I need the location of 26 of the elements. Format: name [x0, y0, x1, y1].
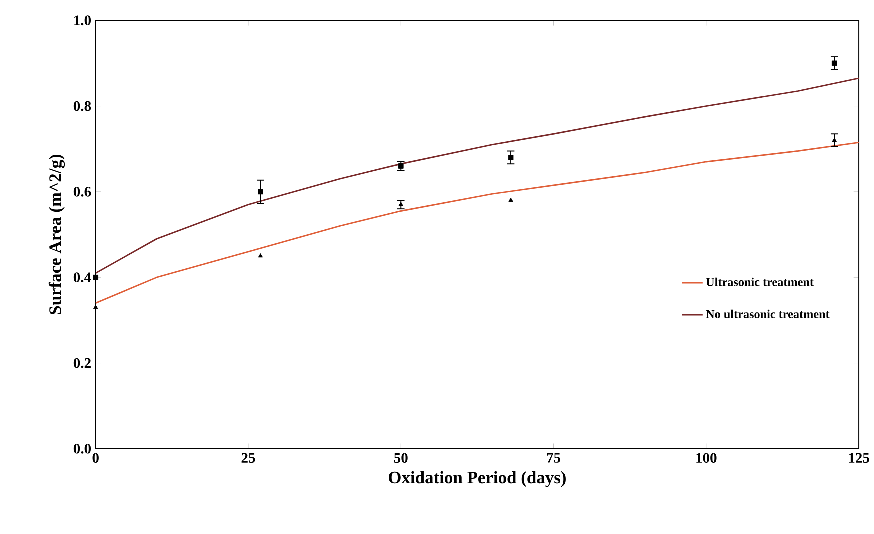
- x-tick-label: 50: [394, 453, 408, 464]
- x-tick-label: 75: [547, 453, 561, 463]
- x-tick-label: 25: [242, 453, 256, 464]
- y-tick-label: 1.0: [74, 16, 92, 26]
- legend-label: No ultrasonic treatment: [706, 310, 830, 319]
- y-tick-label: 0.6: [74, 187, 92, 197]
- x-axis-title: Oxidation Period (days): [389, 471, 566, 488]
- y-axis-title: Surface Area (m^2/g): [48, 155, 66, 315]
- y-tick-label: 0.8: [74, 101, 92, 112]
- x-tick-label: 0: [92, 453, 99, 464]
- y-tick-label: 0.2: [74, 358, 91, 368]
- x-tick-label: 100: [696, 453, 717, 464]
- y-tick-label: 0.0: [74, 444, 92, 454]
- point: [508, 155, 514, 160]
- point: [258, 254, 264, 258]
- x-tick-label: 125: [849, 453, 870, 464]
- point: [398, 164, 404, 169]
- point: [93, 275, 99, 280]
- line-series: [96, 78, 860, 274]
- point: [832, 60, 838, 66]
- point: [832, 138, 837, 142]
- point: [508, 198, 514, 202]
- point: [258, 189, 264, 195]
- point: [94, 304, 98, 310]
- y-tick-label: 0.4: [74, 272, 92, 283]
- legend-label: Ultrasonic treatment: [706, 278, 814, 286]
